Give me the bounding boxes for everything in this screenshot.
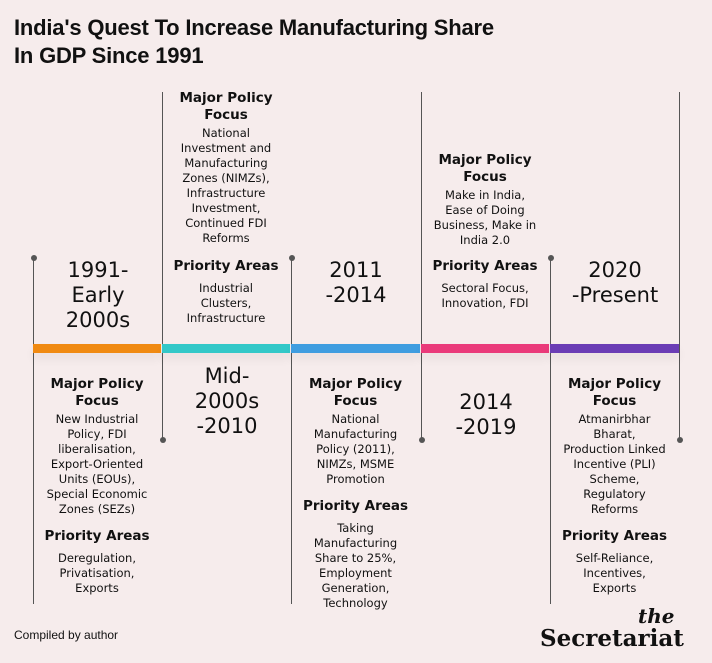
divider-dot [159, 437, 166, 443]
major-policy-heading: Major Policy Focus [438, 152, 532, 185]
period-label-mid2000s: Mid- 2000s -2010 [194, 364, 260, 438]
priority-areas-text: Taking Manufacturing Share to 25%, Employme… [313, 521, 398, 610]
p4-priority-areas: Priority Areas Sectoral Focus, Innovation… [421, 258, 549, 311]
p1-priority-areas: Priority Areas Deregulation, Privatisatio… [33, 528, 161, 596]
timeline-segment-1991 [33, 344, 161, 353]
priority-areas-text: Industrial Clusters, Infrastructure [186, 281, 266, 325]
priority-areas-heading: Priority Areas [173, 258, 279, 274]
priority-areas-heading: Priority Areas [432, 258, 538, 274]
divider-dot [547, 255, 554, 261]
major-policy-text: New Industrial Policy, FDI liberalisation,… [46, 412, 148, 516]
period-label-2020: 2020 -Present [571, 258, 659, 307]
priority-areas-text: Self-Reliance, Incentives, Exports [575, 551, 654, 595]
timeline-divider-2 [159, 92, 166, 443]
major-policy-heading: Major Policy Focus [567, 376, 662, 409]
timeline-segment-2020 [550, 344, 679, 353]
logo-name: Secretariat [540, 625, 684, 652]
p3-priority-areas: Priority Areas Taking Manufacturing Share … [291, 498, 420, 611]
timeline-segment-mid2000s [162, 344, 290, 353]
divider-dot [418, 437, 425, 443]
period-label-2011: 2011 -2014 [325, 258, 387, 307]
priority-areas-heading: Priority Areas [561, 528, 668, 544]
major-policy-text: Make in India, Ease of Doing Business, Mak… [433, 188, 537, 247]
timeline-segment-2011 [291, 344, 420, 353]
p2-major-policy: Major Policy Focus National Investment and… [162, 90, 290, 246]
major-policy-heading: Major Policy Focus [50, 376, 144, 409]
p5-priority-areas: Priority Areas Self-Reliance, Incentives,… [550, 528, 679, 596]
period-label-1991: 1991- Early 2000s [65, 258, 131, 332]
priority-areas-text: Sectoral Focus, Innovation, FDI [441, 281, 529, 310]
p5-major-policy: Major Policy Focus Atmanirbhar Bharat, Prod… [550, 376, 679, 517]
title-line-2: In GDP Since 1991 [14, 43, 204, 68]
timeline-divider-4 [418, 92, 425, 443]
p1-major-policy: Major Policy Focus New Industrial Policy, … [33, 376, 161, 517]
timeline-segment-2014 [421, 344, 549, 353]
major-policy-heading: Major Policy Focus [308, 376, 403, 409]
divider-dot [30, 255, 37, 261]
priority-areas-text: Deregulation, Privatisation, Exports [58, 551, 136, 595]
priority-areas-heading: Priority Areas [44, 528, 150, 544]
p2-priority-areas: Priority Areas Industrial Clusters, Infras… [162, 258, 290, 326]
timeline-divider-3 [288, 255, 295, 604]
priority-areas-heading: Priority Areas [302, 498, 409, 514]
divider-dot [288, 255, 295, 261]
period-label-2014: 2014 -2019 [455, 390, 517, 439]
timeline-divider-1 [30, 255, 37, 604]
p4-major-policy: Major Policy Focus Make in India, Ease of … [421, 152, 549, 248]
divider-dot [676, 437, 683, 443]
major-policy-text: National Investment and Manufacturing Zones… [180, 126, 272, 245]
logo-the: the [638, 604, 675, 628]
chart-title: India's Quest To Increase Manufacturing … [14, 14, 614, 70]
title-line-1: India's Quest To Increase Manufacturing … [14, 15, 494, 40]
timeline-divider-6 [676, 92, 683, 443]
major-policy-heading: Major Policy Focus [179, 90, 273, 123]
p3-major-policy: Major Policy Focus National Manufacturing P… [291, 376, 420, 487]
major-policy-text: Atmanirbhar Bharat, Production Linked Incen… [563, 412, 666, 516]
major-policy-text: National Manufacturing Policy (2011), NIMZs… [313, 412, 398, 486]
timeline-divider-5 [547, 255, 554, 604]
publisher-logo: the Secretariat [540, 606, 700, 652]
source-note: Compiled by author [14, 628, 119, 642]
